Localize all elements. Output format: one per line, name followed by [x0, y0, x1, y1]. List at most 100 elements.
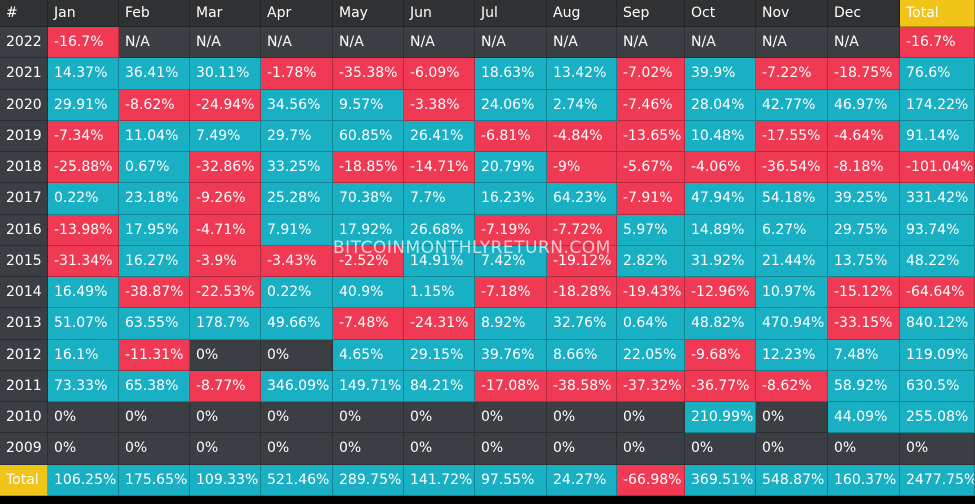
- value-cell: -7.72%: [547, 214, 617, 246]
- value-cell: 26.41%: [404, 120, 475, 152]
- value-cell: -17.55%: [756, 120, 828, 152]
- value-cell: -8.62%: [119, 89, 190, 121]
- value-cell: -36.77%: [685, 370, 756, 402]
- value-cell: 26.68%: [404, 214, 475, 246]
- column-header-mar: Mar: [190, 0, 261, 27]
- value-cell: -4.06%: [685, 152, 756, 184]
- value-cell: 10.97%: [756, 277, 828, 309]
- row-label-2018: 2018: [0, 152, 48, 184]
- value-cell: 42.77%: [756, 89, 828, 121]
- value-cell: 0.64%: [617, 308, 685, 340]
- value-cell: 16.1%: [48, 339, 119, 371]
- value-cell: -101.04%: [900, 152, 975, 184]
- value-cell: -3.38%: [404, 89, 475, 121]
- value-cell: 48.82%: [685, 308, 756, 340]
- value-cell: 46.97%: [828, 89, 900, 121]
- value-cell: 14.37%: [48, 58, 119, 90]
- value-cell: 39.9%: [685, 58, 756, 90]
- value-cell: 70.38%: [333, 183, 404, 215]
- value-cell: -16.7%: [900, 27, 975, 59]
- value-cell: 32.76%: [547, 308, 617, 340]
- value-cell: -1.78%: [261, 58, 333, 90]
- value-cell: -38.58%: [547, 370, 617, 402]
- value-cell: -36.54%: [756, 152, 828, 184]
- value-cell: 210.99%: [685, 402, 756, 434]
- value-cell: -12.96%: [685, 277, 756, 309]
- row-label-2021: 2021: [0, 58, 48, 90]
- value-cell: -8.62%: [756, 370, 828, 402]
- column-header-aug: Aug: [547, 0, 617, 27]
- value-cell: 2.74%: [547, 89, 617, 121]
- total-cell: 109.33%: [190, 464, 261, 496]
- value-cell: -13.98%: [48, 214, 119, 246]
- value-cell: 14.89%: [685, 214, 756, 246]
- value-cell: 2.82%: [617, 245, 685, 277]
- value-cell: 0%: [475, 402, 547, 434]
- value-cell: 12.23%: [756, 339, 828, 371]
- value-cell: 149.71%: [333, 370, 404, 402]
- value-cell: 76.6%: [900, 58, 975, 90]
- value-cell: -7.91%: [617, 183, 685, 215]
- value-cell: -7.46%: [617, 89, 685, 121]
- value-cell: 20.79%: [475, 152, 547, 184]
- value-cell: -24.94%: [190, 89, 261, 121]
- value-cell: N/A: [190, 27, 261, 59]
- value-cell: 0%: [617, 433, 685, 465]
- value-cell: 40.9%: [333, 277, 404, 309]
- row-label-2010: 2010: [0, 402, 48, 434]
- value-cell: 13.75%: [828, 245, 900, 277]
- value-cell: 0%: [828, 433, 900, 465]
- value-cell: 0%: [547, 433, 617, 465]
- total-row-label: Total: [0, 464, 48, 496]
- value-cell: -4.64%: [828, 120, 900, 152]
- value-cell: 0%: [190, 433, 261, 465]
- value-cell: -38.87%: [119, 277, 190, 309]
- value-cell: 6.27%: [756, 214, 828, 246]
- column-header-apr: Apr: [261, 0, 333, 27]
- value-cell: -4.84%: [547, 120, 617, 152]
- value-cell: -3.9%: [190, 245, 261, 277]
- value-cell: N/A: [617, 27, 685, 59]
- value-cell: -18.75%: [828, 58, 900, 90]
- value-cell: 36.41%: [119, 58, 190, 90]
- value-cell: 60.85%: [333, 120, 404, 152]
- value-cell: 0%: [190, 339, 261, 371]
- value-cell: -8.18%: [828, 152, 900, 184]
- value-cell: 17.95%: [119, 214, 190, 246]
- value-cell: 0%: [261, 339, 333, 371]
- total-cell: 24.27%: [547, 464, 617, 496]
- value-cell: 470.94%: [756, 308, 828, 340]
- value-cell: -14.71%: [404, 152, 475, 184]
- column-header-sep: Sep: [617, 0, 685, 27]
- value-cell: 54.18%: [756, 183, 828, 215]
- row-label-2011: 2011: [0, 370, 48, 402]
- column-header-feb: Feb: [119, 0, 190, 27]
- value-cell: 1.15%: [404, 277, 475, 309]
- value-cell: 9.57%: [333, 89, 404, 121]
- value-cell: -7.18%: [475, 277, 547, 309]
- value-cell: N/A: [333, 27, 404, 59]
- total-cell: 97.55%: [475, 464, 547, 496]
- value-cell: 31.92%: [685, 245, 756, 277]
- row-label-2019: 2019: [0, 120, 48, 152]
- value-cell: 29.7%: [261, 120, 333, 152]
- value-cell: 7.7%: [404, 183, 475, 215]
- value-cell: -64.64%: [900, 277, 975, 309]
- value-cell: -37.32%: [617, 370, 685, 402]
- row-label-2015: 2015: [0, 245, 48, 277]
- value-cell: -19.43%: [617, 277, 685, 309]
- column-header-jan: Jan: [48, 0, 119, 27]
- value-cell: 13.42%: [547, 58, 617, 90]
- value-cell: 18.63%: [475, 58, 547, 90]
- column-header-nov: Nov: [756, 0, 828, 27]
- column-header-jun: Jun: [404, 0, 475, 27]
- value-cell: 91.14%: [900, 120, 975, 152]
- value-cell: 34.56%: [261, 89, 333, 121]
- value-cell: -15.12%: [828, 277, 900, 309]
- value-cell: -35.38%: [333, 58, 404, 90]
- value-cell: -25.88%: [48, 152, 119, 184]
- value-cell: 49.66%: [261, 308, 333, 340]
- value-cell: 0%: [756, 402, 828, 434]
- value-cell: 0%: [404, 402, 475, 434]
